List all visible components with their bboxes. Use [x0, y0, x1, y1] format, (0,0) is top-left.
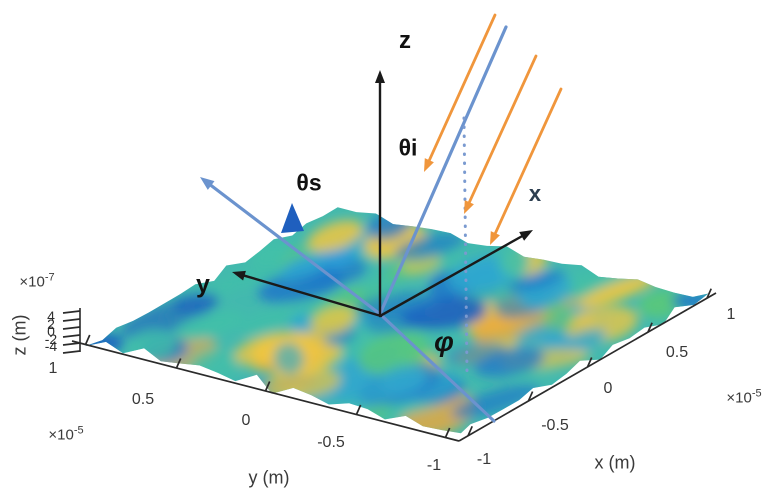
- scattered-angle-label: θs: [296, 169, 322, 196]
- incident-angle-label: θi: [398, 134, 418, 161]
- x-tick: 1: [726, 306, 736, 323]
- z-axis-title: z (m): [9, 314, 30, 356]
- y-tick: -1: [426, 457, 442, 474]
- y-direction-label: y: [196, 270, 210, 299]
- z-tick: 4: [47, 308, 55, 324]
- y-scale-label: ×10-5: [48, 424, 84, 444]
- x-tick: 0.5: [665, 344, 689, 361]
- z-tick: -4: [44, 338, 58, 354]
- y-tick: 0.5: [131, 391, 155, 408]
- rough-surface: [85, 203, 709, 434]
- z-tick: 0: [47, 323, 55, 339]
- x-tick: 0: [603, 380, 613, 397]
- y-tick: -0.5: [317, 434, 345, 451]
- axes-box: [62, 288, 717, 442]
- x-direction-label: x: [528, 181, 542, 206]
- x-tick: -0.5: [541, 417, 569, 434]
- x-tick: -1: [476, 451, 492, 468]
- y-tick: 1: [48, 360, 58, 377]
- x-axis-title: x (m): [594, 452, 636, 473]
- annotation-arrows: [200, 13, 563, 423]
- azimuth-angle-label: φ: [434, 326, 454, 357]
- y-axis-title: y (m): [248, 467, 290, 488]
- y-tick: 0: [241, 412, 251, 429]
- z-tick: -2: [44, 330, 58, 347]
- z-scale-label: ×10-7: [19, 271, 55, 291]
- z-tick-labels: 4 2 0 -2 -4: [41, 308, 61, 354]
- z-direction-label: z: [399, 27, 411, 54]
- x-scale-label: ×10-5: [726, 387, 762, 407]
- z-tick: 2: [47, 315, 55, 332]
